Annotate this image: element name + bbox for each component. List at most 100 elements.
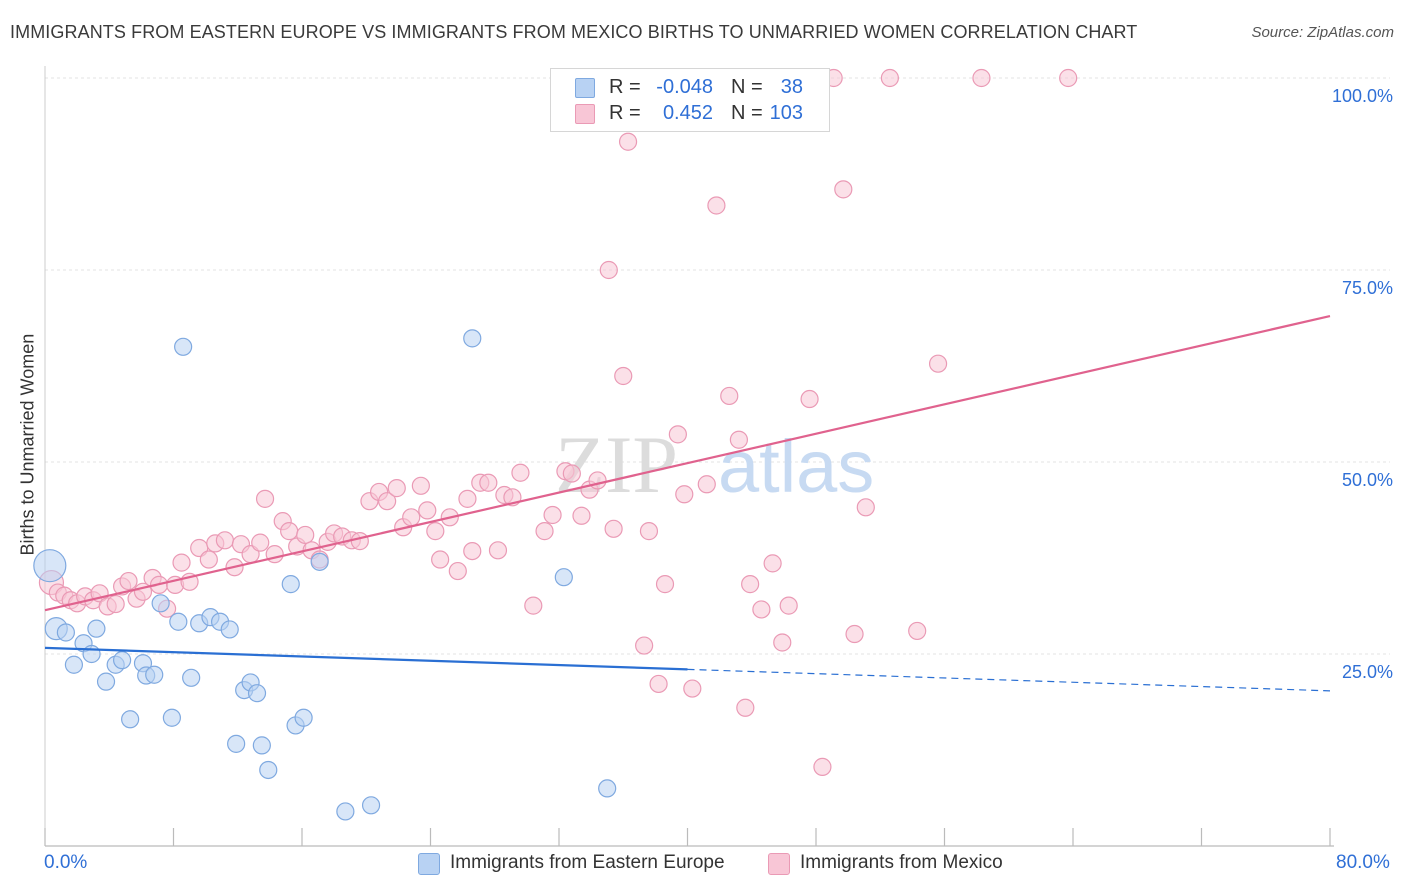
pink-point (763, 554, 782, 573)
blue-point (227, 734, 246, 753)
blue-point (247, 684, 267, 703)
legend-row-eastern-europe: R = -0.048 N = 38 (551, 75, 829, 101)
series-label-mexico: Immigrants from Mexico (800, 852, 1003, 873)
series-swatch-blue (418, 853, 440, 875)
blue-point (33, 549, 67, 583)
x-axis-max-label: 80.0% (1336, 852, 1390, 873)
legend-n-label: N = (731, 102, 763, 124)
eastern-europe-trend-line (44, 646, 688, 671)
series-label-eastern-europe: Immigrants from Eastern Europe (450, 852, 725, 873)
pink-point (800, 389, 819, 409)
pink-point (856, 498, 875, 517)
pink-point (639, 522, 659, 541)
y-tick-label: 100.0% (1332, 86, 1393, 106)
legend-swatch-pink (575, 104, 595, 124)
pink-point (972, 68, 991, 88)
pink-point (618, 132, 638, 151)
pink-point (779, 596, 798, 615)
pink-point (350, 532, 369, 551)
pink-point (535, 522, 554, 541)
blue-point (82, 644, 101, 664)
pink-point (378, 492, 397, 511)
blue-point (174, 337, 193, 356)
blue-point (259, 760, 278, 780)
pink-point (524, 596, 543, 615)
pink-point (199, 550, 218, 569)
correlation-legend: R = -0.048 N = 38 R = 0.452 N = 103 (550, 68, 830, 132)
blue-point (145, 665, 164, 684)
source-label: Source: ZipAtlas.com (1251, 24, 1394, 41)
x-axis-min-label: 0.0% (44, 852, 88, 873)
pink-point (448, 561, 467, 581)
pink-point (588, 471, 607, 490)
tick-labels: 25.0% 50.0% 75.0% 100.0% (1332, 86, 1393, 682)
pink-point (655, 575, 675, 594)
pink-point (296, 525, 315, 545)
blue-point (162, 708, 181, 727)
axes (44, 66, 1334, 847)
pink-point (614, 366, 633, 386)
blue-point (96, 672, 116, 691)
blue-point (64, 655, 84, 674)
pink-point (707, 196, 726, 215)
pink-point (119, 571, 138, 591)
pink-point (773, 633, 792, 652)
pink-point (562, 464, 581, 483)
legend-r-label: R = (609, 102, 641, 124)
pink-point (463, 541, 482, 561)
pink-point (458, 489, 477, 508)
mexico-trend-line (44, 315, 1331, 612)
pink-point (426, 522, 445, 541)
pink-point (880, 68, 899, 88)
blue-point (294, 708, 313, 727)
series-swatch-pink (768, 853, 790, 875)
blue-point (463, 329, 482, 348)
blue-point (336, 802, 355, 821)
legend-r-value: -0.048 (656, 76, 713, 98)
pink-point (729, 430, 749, 449)
pink-point (736, 698, 755, 717)
pink-point (479, 473, 498, 492)
pink-point (908, 621, 927, 641)
pink-point (215, 531, 234, 550)
blue-point (121, 710, 140, 729)
pink-point (752, 600, 771, 619)
legend-n-value: 38 (780, 76, 803, 98)
blue-point (598, 779, 617, 798)
pink-point (668, 425, 687, 444)
blue-point (182, 668, 201, 687)
pink-point (741, 575, 760, 594)
pink-point (543, 505, 562, 525)
blue-point (281, 575, 300, 594)
y-tick-label: 50.0% (1342, 470, 1393, 490)
blue-point (169, 612, 188, 631)
pink-point (635, 636, 654, 655)
blue-point (151, 594, 170, 613)
pink-point (845, 624, 864, 644)
gridlines (45, 77, 1390, 655)
pink-point (604, 519, 623, 538)
pink-point (255, 489, 275, 508)
blue-point (87, 619, 106, 638)
legend-r-value: 0.452 (662, 102, 713, 124)
blue-point (361, 796, 381, 815)
pink-point (697, 475, 716, 494)
pink-point (834, 180, 853, 199)
trend-lines (44, 315, 1331, 692)
pink-point (683, 679, 702, 698)
eastern-europe-trend-extension (687, 668, 1331, 692)
legend-n-value: 103 (769, 102, 803, 124)
pink-point (488, 541, 508, 560)
legend-swatch-blue (575, 78, 595, 98)
pink-point (280, 522, 299, 541)
eastern-europe-points (33, 329, 617, 821)
pink-point (387, 479, 406, 498)
y-tick-label: 25.0% (1342, 662, 1393, 682)
blue-point (220, 620, 239, 639)
chart-title: IMMIGRANTS FROM EASTERN EUROPE VS IMMIGR… (10, 22, 1138, 42)
legend-row-mexico: R = 0.452 N = 103 (551, 101, 829, 127)
pink-point (402, 508, 421, 527)
legend-r-label: R = (609, 76, 641, 98)
y-tick-label: 75.0% (1342, 278, 1393, 298)
pink-point (649, 674, 668, 694)
